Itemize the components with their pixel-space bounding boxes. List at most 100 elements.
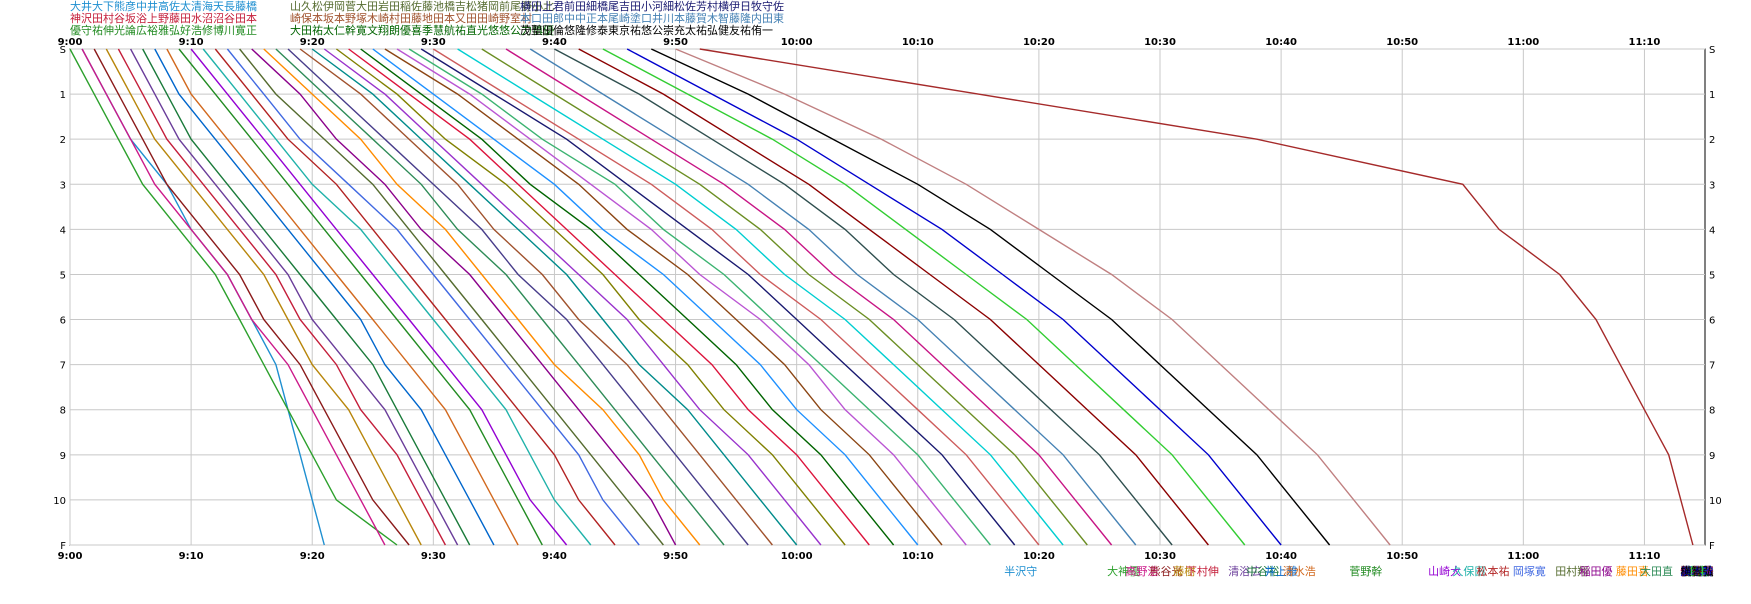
x-tick-label-top: 9:20 (300, 37, 325, 48)
y-tick-label-right: 9 (1709, 451, 1715, 462)
finish-label: 細田 (1686, 565, 1708, 578)
y-tick-label-right: 4 (1709, 225, 1715, 236)
finish-label: 山崎大 (1428, 564, 1461, 578)
legend-name-row: 優守祐伸光論広裕雅弘好浩修博川寛正 (70, 23, 257, 37)
finish-label: 清浴広 (1228, 565, 1261, 578)
series-line-36 (529, 48, 1137, 546)
x-tick-label-bottom: 10:30 (1144, 551, 1176, 562)
y-tick-label: 3 (60, 180, 66, 191)
series-line-37 (554, 48, 1173, 546)
legend-name-row: 大井大下熊彦中井高佐太清海天長藤橋 (70, 0, 257, 13)
series-line-26 (360, 48, 895, 546)
y-tick-label-right: 2 (1709, 135, 1715, 146)
x-tick-label-bottom: 10:20 (1023, 551, 1055, 562)
x-tick-label-top: 10:20 (1023, 37, 1055, 48)
finish-label: 橘孝 (1686, 565, 1708, 578)
y-tick-label: 1 (60, 90, 66, 101)
series-line-7 (129, 48, 459, 546)
series-line-25 (348, 48, 870, 546)
series-line-30 (408, 48, 991, 546)
finish-label: 大神優 (1107, 564, 1140, 578)
finish-label: 熊谷光 (1150, 564, 1183, 578)
legend-name-row: 崎保本坂本野塚木崎村田藤地田本又田田崎野室村 (290, 11, 532, 25)
finish-label: 廣木幹 (1681, 564, 1714, 578)
x-tick-label-bottom: 9:10 (179, 551, 204, 562)
finish-label: 高野浩 (1125, 564, 1158, 578)
x-tick-label-top: 9:10 (179, 37, 204, 48)
series-line-22 (311, 48, 798, 546)
series-line-16 (239, 48, 664, 546)
legend-name-row: 横田上君前田細橋尾吉田小河細松佐芳村横伊日牧守佐 (520, 0, 784, 13)
series-line-20 (287, 48, 749, 546)
series-line-34 (481, 48, 1088, 546)
y-tick-label-right: 8 (1709, 406, 1715, 417)
x-tick-label-bottom: 11:00 (1507, 551, 1539, 562)
y-tick-label: 7 (60, 361, 66, 372)
series-line-10 (166, 48, 519, 546)
x-tick-label-top: 9:30 (421, 37, 446, 48)
series-line-35 (505, 48, 1113, 546)
series-line-14 (214, 48, 616, 546)
x-tick-label-bottom: 9:40 (542, 551, 567, 562)
series-line-12 (190, 48, 568, 546)
finish-label: 日隈友 (1681, 564, 1714, 578)
series-line-24 (335, 48, 846, 546)
finish-label: 前田悠 (1681, 564, 1714, 578)
y-tick-label: 9 (60, 451, 66, 462)
x-tick-label-top: 9:00 (58, 37, 83, 48)
series-line-42 (675, 48, 1391, 546)
finish-label: 岡塚寛 (1513, 564, 1546, 578)
x-tick-label-top: 10:40 (1265, 37, 1297, 48)
finish-label: 横智弘 (1681, 564, 1714, 578)
y-tick-label-right: 1 (1709, 90, 1715, 101)
series-line-3 (81, 48, 386, 546)
finish-label: 猪又光 (1681, 564, 1714, 578)
finish-label: 横田茂 (1681, 564, 1714, 578)
y-tick-label-right: S (1709, 45, 1715, 56)
x-tick-label-top: 10:00 (781, 37, 813, 48)
y-tick-label-right: 5 (1709, 270, 1715, 281)
x-tick-label-bottom: 9:00 (58, 551, 83, 562)
y-tick-label: S (60, 45, 66, 56)
finish-label: 半沢守 (1004, 564, 1037, 578)
legend-name-row: 神沢田村谷坂浴上野藤田水沼沼谷田本 (70, 11, 257, 25)
finish-label: 谷田 (1686, 565, 1708, 578)
finish-label: 滝川真 (1681, 564, 1714, 578)
finish-label: 中谷裕 (1246, 565, 1279, 578)
finish-label: 清水浩 (1283, 565, 1316, 578)
finish-label: 久保田 (1452, 564, 1485, 578)
series-line-31 (420, 48, 1016, 546)
legend-name-row: 山久松伊岡菅大田岩田稲佐藤池橋吉松猪岡前尾野小北 (290, 0, 554, 13)
finish-label: 佐藤充 (1681, 564, 1714, 578)
x-tick-label-top: 10:30 (1144, 37, 1176, 48)
series-line-15 (226, 48, 640, 546)
legend-name-row: 大田祐太仁幹寛文翔朗優喜季慧航祐直光悠悠公力慎優 (290, 23, 554, 37)
series-line-2 (69, 48, 398, 546)
finish-label: 菅野幹 (1349, 564, 1382, 578)
series-line-29 (396, 48, 967, 546)
y-tick-label-right: F (1709, 541, 1715, 552)
finish-label: 前田悠 (1681, 564, 1714, 578)
series-line-28 (384, 48, 943, 546)
x-tick-label-top: 11:00 (1507, 37, 1539, 48)
series-line-8 (142, 48, 471, 546)
y-tick-label: 8 (60, 406, 66, 417)
y-tick-label-right: 7 (1709, 361, 1715, 372)
finish-label: 山口雄 (1681, 564, 1714, 578)
series-line-40 (626, 48, 1282, 546)
y-tick-label: 2 (60, 135, 66, 146)
finish-label: 猪田修 (1681, 564, 1714, 578)
finish-label: 藤樹 (1173, 565, 1195, 578)
x-tick-label-bottom: 10:00 (781, 551, 813, 562)
y-tick-label: 4 (60, 225, 66, 236)
x-tick-label-top: 9:40 (542, 37, 567, 48)
series-line-6 (117, 48, 447, 546)
y-tick-label: 10 (53, 496, 66, 507)
y-tick-label: F (60, 541, 66, 552)
y-tick-label-right: 10 (1709, 496, 1722, 507)
finish-label: 松本直 (1681, 564, 1714, 578)
series-line-27 (372, 48, 919, 546)
x-tick-label-bottom: 10:50 (1386, 551, 1418, 562)
